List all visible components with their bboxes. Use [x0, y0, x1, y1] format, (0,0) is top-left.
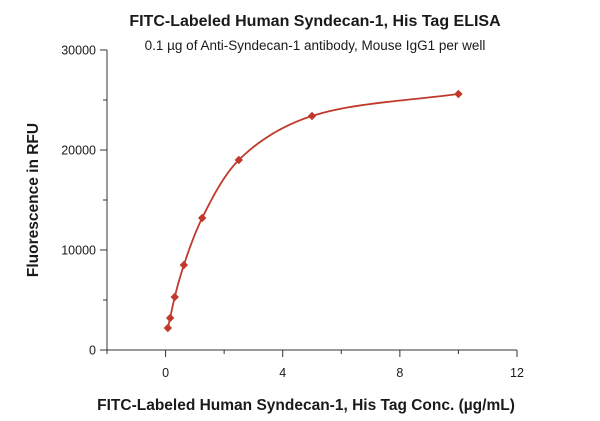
chart-subtitle: 0.1 µg of Anti-Syndecan-1 antibody, Mous… [145, 38, 486, 53]
x-tick-label: 8 [396, 366, 403, 380]
x-tick-label: 0 [162, 366, 169, 380]
y-tick-label: 0 [89, 344, 96, 358]
fit-curve [166, 93, 459, 329]
data-point [170, 292, 179, 302]
y-axis-label: Fluorescence in RFU [25, 123, 42, 277]
data-point [179, 260, 189, 270]
data-point [163, 323, 173, 333]
chart-title: FITC-Labeled Human Syndecan-1, His Tag E… [129, 13, 501, 30]
plot-area: 0 4 8 12 0 10000 20000 30000 [61, 44, 524, 381]
data-point [454, 89, 463, 99]
y-tick-label: 20000 [61, 144, 96, 158]
tick-labels: 0 4 8 12 0 10000 20000 30000 [61, 44, 524, 381]
y-tick-label: 10000 [61, 244, 96, 258]
data-points [163, 89, 463, 333]
x-tick-label: 4 [279, 366, 286, 380]
x-tick-label: 12 [510, 366, 524, 380]
data-point [234, 155, 243, 165]
data-point [307, 111, 317, 121]
data-point [165, 313, 175, 323]
tick-marks [100, 49, 518, 357]
y-tick-label: 30000 [61, 44, 96, 58]
x-axis-label: FITC-Labeled Human Syndecan-1, His Tag C… [97, 397, 515, 414]
data-point [197, 213, 207, 223]
